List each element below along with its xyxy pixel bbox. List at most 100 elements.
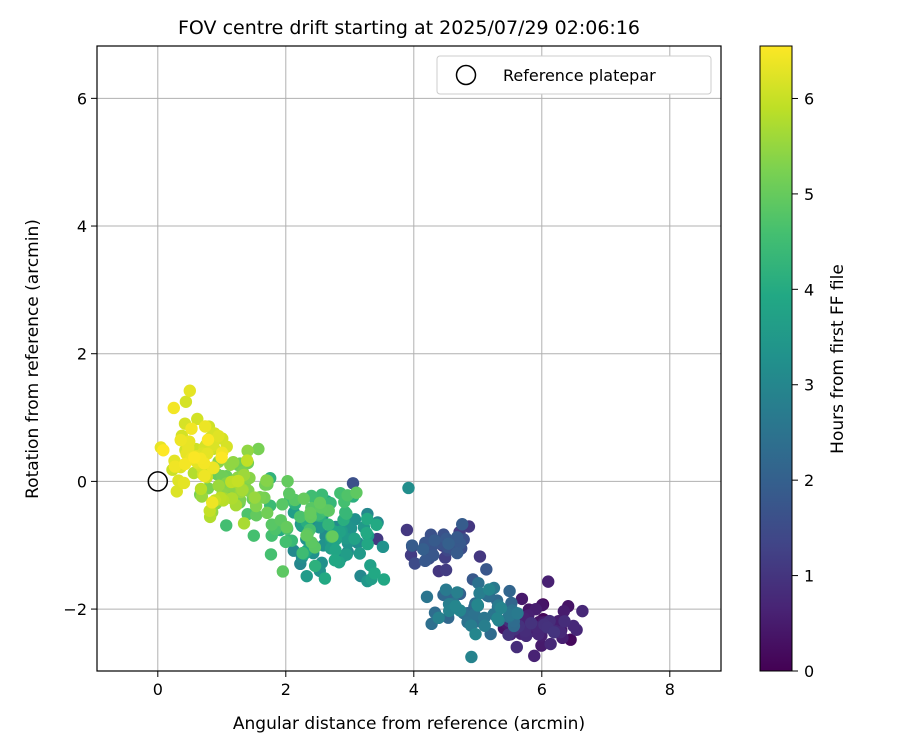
data-point [439,583,453,596]
x-tick-label: 2 [281,680,291,699]
data-point [237,517,251,530]
data-point [547,626,561,639]
data-point [231,474,245,488]
data-point [220,519,233,532]
data-point [241,444,254,458]
data-point [353,547,366,560]
data-point [179,395,193,408]
data-point [206,496,219,509]
data-point [279,535,292,549]
data-point [198,420,212,433]
y-tick-label: 4 [77,217,87,236]
data-point [350,486,363,499]
data-point [212,429,225,443]
data-point [188,451,201,464]
data-point [558,615,571,628]
data-point [494,601,508,615]
y-axis-label: Rotation from reference (arcmin) [23,219,43,499]
data-point [469,627,482,641]
y-axis-ticks: −2 0 2 4 6 [63,89,97,619]
data-point [185,422,198,435]
data-point [510,640,523,654]
data-point [473,587,486,600]
legend-label: Reference platepar [503,66,656,85]
data-point [450,531,464,544]
data-point [252,442,265,456]
legend-box [436,55,712,95]
data-point [450,546,464,560]
data-point [416,543,430,556]
data-point [439,563,453,577]
data-point [360,512,374,526]
y-tick-label: 6 [77,89,87,108]
data-point [177,476,191,490]
data-point [300,529,313,542]
data-point [420,590,434,604]
data-point [322,518,335,531]
data-point [368,567,381,580]
data-point [260,474,273,487]
data-point [348,532,361,545]
colorbar-tick-label: 3 [804,376,814,395]
data-point [528,649,541,663]
data-point [576,604,589,618]
data-point [297,492,310,505]
data-point [250,509,263,522]
data-point [418,554,432,568]
data-point [478,619,491,632]
data-point [402,481,415,495]
colorbar-tick-label: 6 [804,89,814,108]
data-point [377,573,391,586]
data-point [194,482,208,496]
data-point [240,454,254,467]
data-point [247,529,260,542]
data-point [491,612,504,625]
colorbar-label: Hours from first FF file [828,264,848,454]
data-point [544,637,557,651]
data-point [248,491,261,504]
data-point [157,444,170,457]
data-point [167,401,180,415]
data-point [264,548,278,561]
data-point [370,518,383,531]
data-point [308,559,322,573]
data-point [281,474,294,488]
y-tick-label: 2 [77,345,87,364]
data-point [304,506,317,520]
data-point [360,526,373,540]
data-point [260,506,274,520]
colorbar: 0 1 2 3 4 5 6 Hours from first FF file [759,45,848,681]
data-point [515,592,529,606]
colorbar-tick-label: 1 [804,567,814,586]
data-point [313,496,327,510]
data-point [174,433,187,447]
data-point [178,457,192,471]
data-point [224,458,237,471]
colorbar-tick-label: 2 [804,471,814,490]
x-axis-label: Angular distance from reference (arcmin) [233,714,585,734]
x-tick-label: 6 [537,680,547,699]
data-point [328,553,342,567]
data-point [557,605,571,618]
chart-title: FOV centre drift starting at 2025/07/29 … [178,17,640,39]
data-point [212,479,225,492]
data-point [215,451,228,464]
data-point [293,510,307,523]
data-point [471,598,484,611]
data-point [442,537,455,550]
data-point [535,639,548,652]
x-tick-label: 0 [153,680,163,699]
data-point [168,460,182,473]
data-point [428,534,441,547]
data-point [456,518,469,531]
data-point [451,586,464,599]
y-tick-label: −2 [63,600,87,619]
data-point [296,546,309,560]
data-point [400,523,414,537]
data-point [376,540,390,554]
x-tick-label: 8 [665,680,675,699]
data-point [182,441,195,455]
data-points [154,384,589,664]
colorbar-tick-label: 4 [804,280,814,299]
